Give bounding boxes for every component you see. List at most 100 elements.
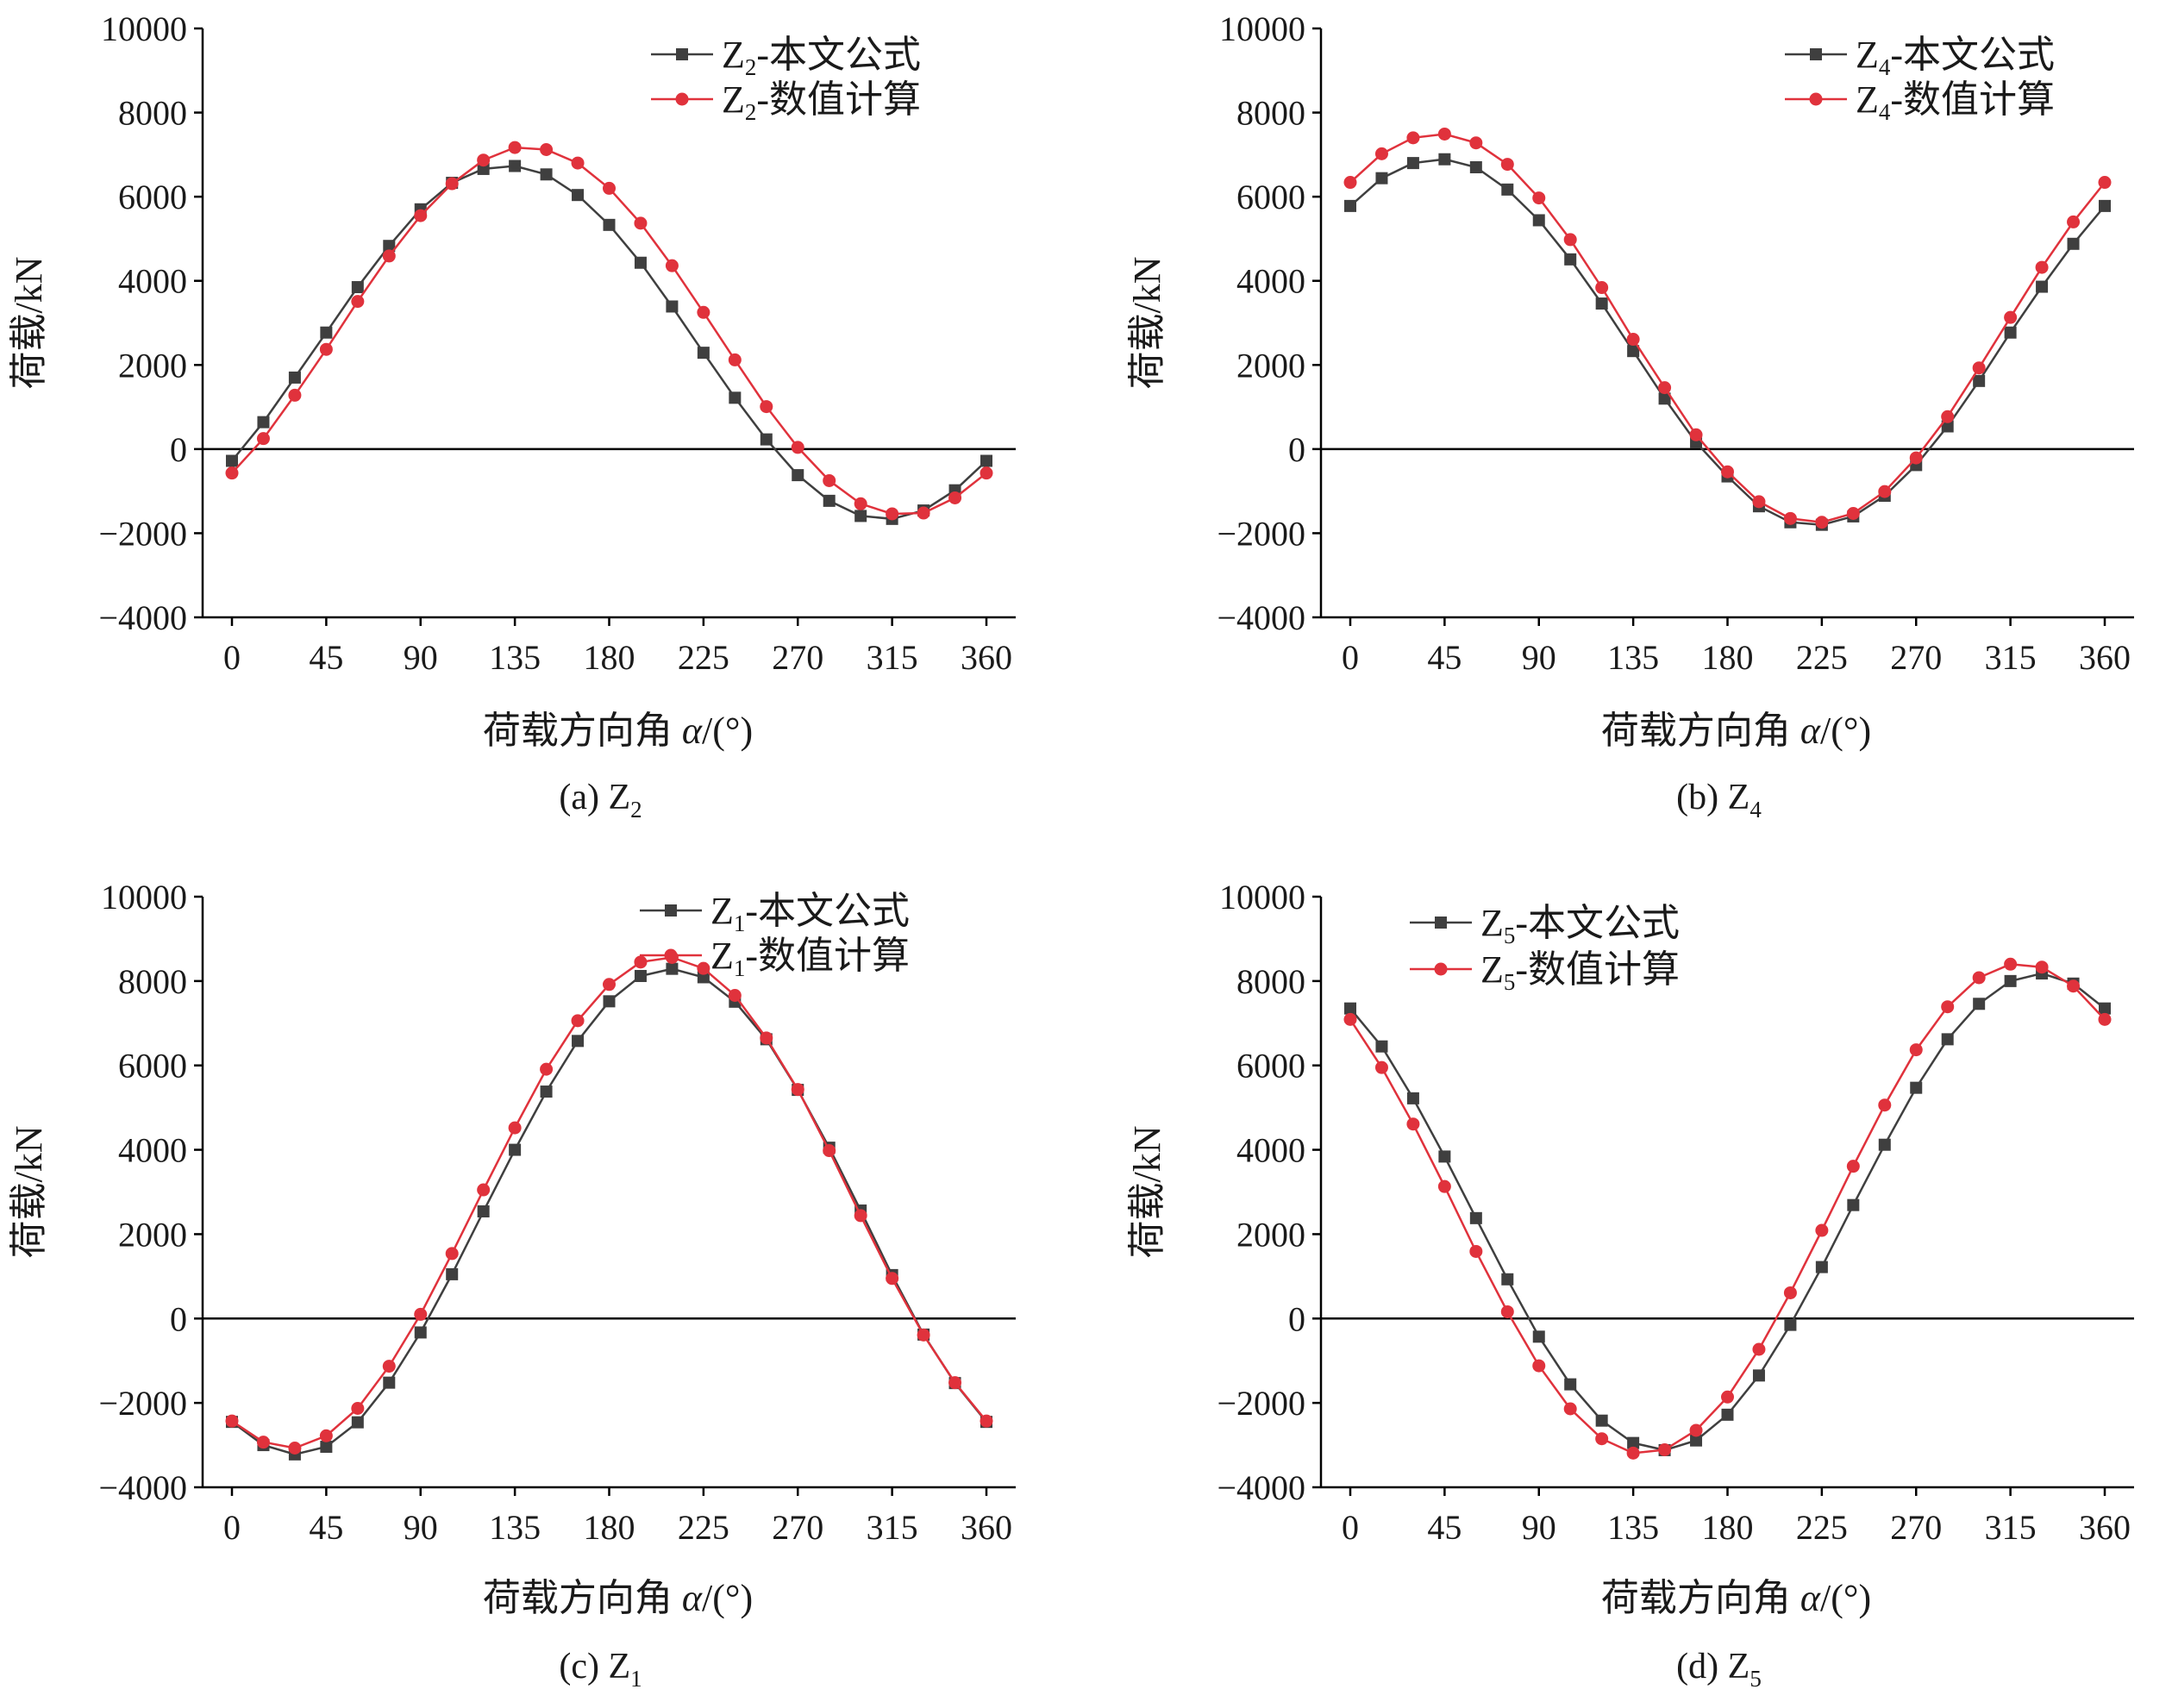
y-tick-label: 2000 <box>1236 346 1305 385</box>
data-point <box>603 181 616 195</box>
x-tick-label: 315 <box>867 638 918 677</box>
data-point <box>2004 957 2018 971</box>
data-point <box>948 1376 962 1390</box>
data-point <box>414 1326 427 1339</box>
data-point <box>509 160 522 172</box>
legend-label: Z1-数值计算 <box>710 935 910 981</box>
x-tick-label: 360 <box>2079 638 2131 677</box>
data-point <box>980 466 993 480</box>
data-point <box>1564 1378 1577 1391</box>
data-point <box>728 353 742 366</box>
data-point <box>225 1414 239 1428</box>
y-tick-label: 8000 <box>118 962 187 1001</box>
data-point <box>1973 998 1986 1010</box>
data-point <box>1783 511 1797 525</box>
data-point <box>1689 428 1703 441</box>
legend-marker <box>675 92 689 106</box>
data-point <box>320 326 333 339</box>
x-tick-label: 180 <box>584 1508 635 1547</box>
data-point <box>1500 158 1514 172</box>
data-point <box>288 388 302 402</box>
data-point <box>2067 215 2081 228</box>
x-tick-label: 225 <box>1796 638 1848 677</box>
legend-label-main: Z <box>722 34 745 76</box>
data-point <box>1784 1318 1797 1331</box>
y-tick-label: 6000 <box>118 1047 187 1085</box>
data-point <box>477 1205 490 1218</box>
data-point <box>1437 127 1451 141</box>
y-tick-label: 0 <box>1288 1299 1305 1338</box>
x-axis-title: 荷载方向角 α/(°) <box>1601 710 1871 752</box>
data-point <box>729 391 742 404</box>
x-axis-title-unit: /(°) <box>702 710 753 752</box>
x-tick-label: 0 <box>223 1508 241 1547</box>
data-point <box>1532 191 1546 205</box>
data-point <box>2099 1002 2111 1015</box>
caption-text: (a) Z <box>559 778 630 817</box>
series-line <box>1349 972 2106 1452</box>
data-point <box>540 1085 553 1098</box>
data-point <box>823 1144 836 1158</box>
x-tick-label: 90 <box>404 638 438 677</box>
data-point <box>665 259 679 272</box>
data-point <box>445 177 459 191</box>
data-point <box>697 305 710 319</box>
data-point <box>320 1441 333 1454</box>
data-point <box>1344 1002 1356 1015</box>
data-point <box>2035 260 2049 274</box>
y-tick-label: −4000 <box>1217 1468 1305 1507</box>
data-point <box>1438 1150 1451 1163</box>
data-point <box>1406 1092 1419 1104</box>
data-point <box>1595 297 1608 310</box>
data-point <box>760 433 773 446</box>
y-tick-label: 10000 <box>1219 9 1305 48</box>
data-point <box>666 962 679 975</box>
legend-label: Z1-本文公式 <box>710 890 910 936</box>
data-point <box>760 400 773 414</box>
data-point <box>414 209 428 222</box>
x-axis-title: 荷载方向角 α/(°) <box>1601 1577 1871 1619</box>
series-line <box>231 146 987 516</box>
data-point <box>1752 1342 1766 1356</box>
y-axis-title: 荷载/kN <box>8 1126 50 1259</box>
y-tick-label: 4000 <box>118 262 187 301</box>
legend-marker <box>1434 962 1448 976</box>
data-point <box>603 218 616 231</box>
data-point <box>1344 199 1356 212</box>
data-point <box>1626 1446 1640 1460</box>
data-point <box>319 342 333 356</box>
data-point <box>382 249 396 263</box>
data-point <box>351 281 364 294</box>
y-tick-label: −4000 <box>98 598 187 637</box>
legend-marker <box>1435 917 1447 929</box>
data-point <box>1721 465 1734 479</box>
legend-label-sub: 1 <box>734 955 746 981</box>
data-point <box>2004 326 2017 339</box>
data-point <box>1658 392 1671 405</box>
x-axis-title-text: 荷载方向角 <box>1601 710 1800 752</box>
x-tick-label: 225 <box>678 638 729 677</box>
data-point <box>854 1209 867 1223</box>
data-point <box>508 1121 522 1135</box>
data-point <box>1500 1304 1514 1318</box>
data-point <box>1815 1223 1829 1237</box>
x-axis-title-unit: /(°) <box>702 1577 753 1619</box>
data-point <box>571 1014 585 1028</box>
data-point <box>603 978 616 992</box>
data-point <box>1469 160 1482 173</box>
data-point <box>225 466 239 480</box>
series-2 <box>225 141 993 521</box>
x-tick-label: 45 <box>1427 638 1462 677</box>
legend-label: Z4-本文公式 <box>1856 34 2055 80</box>
legend-label-main: Z <box>722 78 745 121</box>
data-point <box>980 454 992 467</box>
series-line <box>231 967 987 1456</box>
data-point <box>1595 1414 1608 1427</box>
legend-entry-2: Z2-数值计算 <box>651 78 921 125</box>
x-tick-label: 90 <box>404 1508 438 1547</box>
legend-entry-1: Z1-本文公式 <box>640 890 910 936</box>
data-point <box>1501 1273 1514 1286</box>
data-point <box>1406 131 1420 145</box>
data-point <box>540 168 553 181</box>
data-point <box>1690 1434 1703 1447</box>
